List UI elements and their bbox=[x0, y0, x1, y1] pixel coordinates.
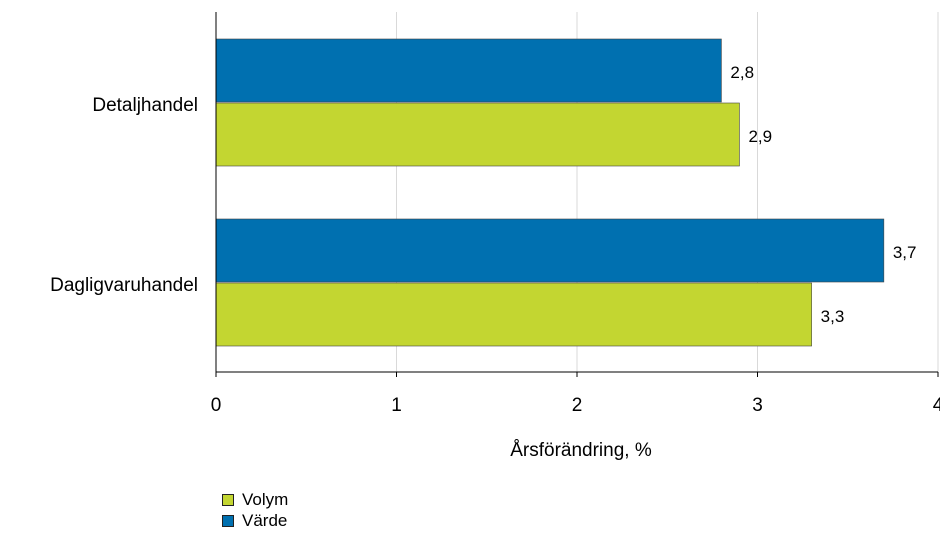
category-label-0: Detaljhandel bbox=[92, 95, 198, 116]
x-tick-label-1: 1 bbox=[391, 395, 402, 416]
bar-0-0 bbox=[215, 38, 722, 103]
data-label-1-1: 3,3 bbox=[821, 307, 845, 326]
legend-item-varde: Värde bbox=[222, 510, 288, 531]
x-tick-label-2: 2 bbox=[572, 395, 583, 416]
legend-swatch-varde bbox=[222, 514, 234, 527]
bar-1-1 bbox=[215, 282, 812, 347]
legend-label-volym: Volym bbox=[242, 489, 289, 509]
category-label-1: Dagligvaruhandel bbox=[50, 275, 198, 296]
legend-label-varde: Värde bbox=[242, 510, 288, 530]
bar-0-1 bbox=[215, 218, 885, 283]
legend-swatch-volym bbox=[222, 493, 234, 506]
bar-1-0 bbox=[215, 102, 740, 167]
x-tick-label-4: 4 bbox=[933, 395, 940, 416]
x-tick-label-3: 3 bbox=[752, 395, 763, 416]
data-label-0-1: 3,7 bbox=[893, 243, 917, 262]
legend-item-volym: Volym bbox=[222, 489, 288, 510]
data-label-1-0: 2,9 bbox=[748, 127, 772, 146]
x-axis-title: Årsförändring, % bbox=[510, 440, 652, 461]
legend: Volym Värde bbox=[222, 489, 288, 531]
data-label-0-0: 2,8 bbox=[730, 63, 754, 82]
x-tick-label-0: 0 bbox=[211, 395, 222, 416]
